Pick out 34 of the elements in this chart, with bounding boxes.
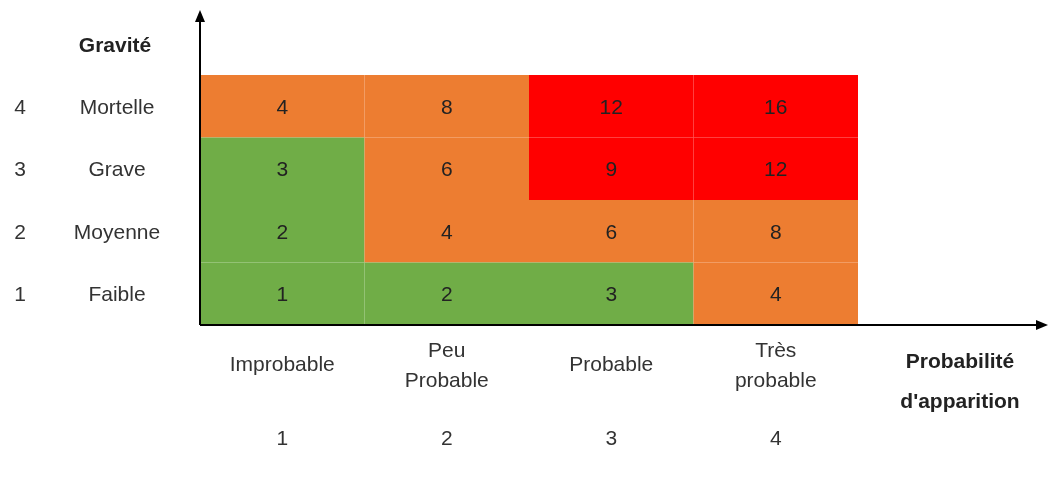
- data-label: 16: [764, 94, 788, 118]
- data-label: 3: [276, 157, 289, 181]
- data-label: 8: [769, 219, 782, 243]
- data-label: 9: [605, 157, 618, 181]
- y-axis-title: Gravité: [78, 33, 152, 56]
- y-tick-label: Faible: [88, 282, 146, 306]
- text: 1: [276, 426, 289, 449]
- y2-tick-label: 4: [14, 94, 27, 118]
- data-label: 12: [764, 157, 788, 181]
- data-label: 12: [599, 94, 623, 118]
- y2-tick-label: 1: [14, 282, 26, 306]
- data-label: 4: [276, 94, 289, 118]
- x-tick-label: Probable: [569, 352, 654, 375]
- y-tick-label: Grave: [88, 157, 146, 181]
- data-label: 6: [605, 219, 618, 243]
- y2-tick-label: 3: [14, 157, 26, 181]
- data-label: 2: [276, 219, 289, 243]
- x-tick-label: Très probable: [734, 338, 817, 391]
- y-tick-label: Moyenne: [73, 219, 161, 243]
- data-label: 4: [769, 282, 782, 306]
- data-label: 6: [440, 157, 453, 181]
- text: 3: [605, 426, 618, 449]
- data-label: 4: [440, 219, 453, 243]
- y2-tick-label: 2: [14, 219, 26, 243]
- x-tick-label: Peu Probable: [404, 338, 489, 391]
- text: 2: [440, 426, 453, 449]
- x-axis-title: Probabilité d'apparition: [900, 349, 1020, 412]
- x-tick-label: Improbable: [229, 352, 335, 375]
- data-label: 8: [440, 94, 453, 118]
- text: 4: [769, 426, 782, 449]
- data-label: 2: [440, 282, 453, 306]
- y-tick-label: Mortelle: [79, 94, 155, 118]
- data-label: 3: [605, 282, 618, 306]
- data-label: 1: [276, 282, 289, 306]
